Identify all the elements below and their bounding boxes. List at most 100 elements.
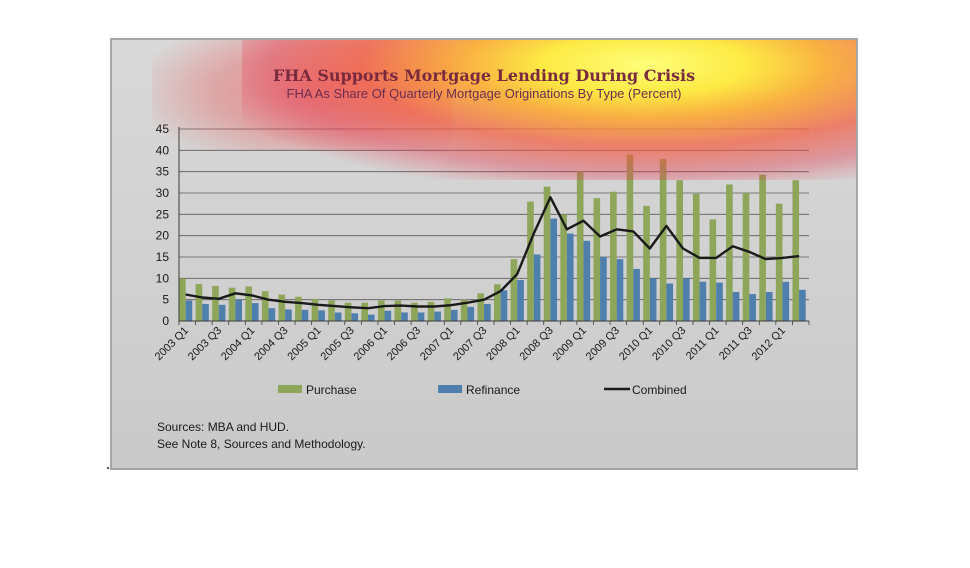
chart-figure: 0 5 10 15 20 25 30 35 40 45 2003 Q1 2003 Q3 2004 Q1… — [110, 38, 858, 470]
x-tick-label: 2009 Q1 — [551, 325, 589, 363]
refinance-bar — [699, 281, 707, 321]
x-tick-label: 2010 Q1 — [617, 325, 655, 363]
refinance-bar — [616, 259, 624, 321]
purchase-bar — [494, 284, 501, 321]
chart-title: FHA Supports Mortgage Lending During Cri… — [272, 66, 696, 85]
x-tick-label: 2003 Q3 — [186, 325, 224, 363]
refinance-bar — [633, 268, 640, 321]
refinance-bar — [583, 240, 591, 321]
purchase-bar — [593, 198, 601, 321]
refinance-bar — [401, 312, 408, 321]
refinance-bar — [218, 304, 226, 321]
purchase-bar — [328, 300, 335, 321]
purchase-bar — [792, 180, 800, 321]
refinance-bar — [268, 308, 276, 321]
refinance-bar — [749, 294, 756, 321]
refinance-bar — [185, 300, 193, 321]
refinance-bar — [550, 218, 557, 321]
refinance-bar — [251, 303, 259, 321]
purchase-bar — [195, 283, 203, 321]
refinance-bar — [351, 313, 359, 321]
methodology-note: See Note 8, Sources and Methodology. — [157, 437, 366, 451]
legend-swatch-purchase — [278, 385, 302, 393]
y-tick-label: 30 — [156, 186, 170, 200]
purchase-bar — [411, 302, 418, 321]
x-tick-label: 2007 Q3 — [451, 325, 489, 363]
purchase-bar — [709, 219, 717, 321]
refinance-bar — [782, 281, 790, 321]
purchase-bar — [261, 291, 269, 321]
bars — [179, 154, 806, 321]
combined-line — [185, 196, 800, 310]
purchase-bar — [742, 193, 750, 321]
legend-label-refinance: Refinance — [466, 383, 520, 397]
purchase-bar — [377, 300, 385, 321]
x-tick-label: 2008 Q1 — [484, 325, 522, 363]
y-tick-label: 15 — [156, 250, 170, 264]
refinance-bar — [500, 290, 508, 321]
y-axis-ticks: 0 5 10 15 20 25 30 35 40 45 — [156, 122, 170, 328]
refinance-bar — [417, 312, 425, 321]
refinance-bar — [467, 306, 475, 321]
purchase-bar — [344, 302, 352, 321]
refinance-bar — [235, 299, 242, 321]
y-tick-label: 10 — [156, 271, 170, 285]
y-tick-label: 5 — [162, 293, 169, 307]
corner-mark — [107, 467, 109, 469]
refinance-bar — [716, 282, 723, 321]
x-tick-label: 2006 Q3 — [385, 325, 423, 363]
refinance-bar — [649, 278, 657, 321]
refinance-bar — [202, 303, 209, 321]
purchase-bar — [560, 214, 567, 321]
y-tick-label: 20 — [156, 229, 170, 243]
legend-swatch-refinance — [438, 385, 462, 393]
purchase-bar — [726, 184, 733, 321]
purchase-bar — [444, 298, 451, 321]
purchase-bar — [626, 154, 634, 321]
purchase-bar — [527, 201, 534, 321]
refinance-bar — [517, 280, 524, 321]
refinance-bar — [450, 309, 458, 321]
refinance-bar — [732, 291, 740, 321]
x-tick-label: 2004 Q1 — [219, 325, 257, 363]
purchase-bar — [576, 171, 584, 321]
purchase-bar — [212, 286, 219, 321]
purchase-bar — [543, 186, 551, 321]
refinance-bar — [301, 309, 309, 321]
purchase-bar — [295, 296, 302, 321]
purchase-bar — [610, 191, 617, 321]
purchase-bar — [460, 299, 468, 321]
x-tick-label: 2008 Q3 — [517, 325, 555, 363]
sources-line: Sources: MBA and HUD. — [157, 420, 290, 434]
refinance-bar — [368, 314, 375, 321]
purchase-bar — [228, 287, 236, 321]
refinance-bar — [285, 309, 292, 321]
purchase-bar — [394, 300, 402, 321]
legend-label-combined: Combined — [632, 383, 687, 397]
x-tick-label: 2003 Q1 — [153, 325, 191, 363]
refinance-bar — [334, 312, 342, 321]
refinance-bar — [600, 257, 607, 321]
x-tick-label: 2004 Q3 — [252, 325, 290, 363]
purchase-bar — [659, 158, 667, 321]
x-tick-label: 2009 Q3 — [584, 325, 622, 363]
y-tick-label: 45 — [156, 122, 170, 136]
purchase-bar — [643, 205, 650, 321]
x-tick-label: 2011 Q1 — [684, 325, 722, 363]
x-axis — [178, 127, 810, 325]
refinance-bar — [683, 278, 690, 321]
purchase-bar — [361, 302, 368, 321]
legend: Purchase Refinance Combined — [278, 383, 687, 397]
chart-subtitle: FHA As Share Of Quarterly Mortgage Origi… — [286, 86, 682, 101]
y-tick-label: 0 — [162, 314, 169, 328]
y-tick-label: 40 — [156, 143, 170, 157]
x-tick-label: 2006 Q1 — [352, 325, 390, 363]
refinance-bar — [666, 283, 674, 321]
purchase-bar — [477, 293, 485, 321]
combined-series-line — [185, 196, 800, 310]
x-tick-label: 2012 Q1 — [750, 325, 788, 363]
purchase-bar — [775, 203, 783, 321]
purchase-bar — [245, 286, 252, 321]
